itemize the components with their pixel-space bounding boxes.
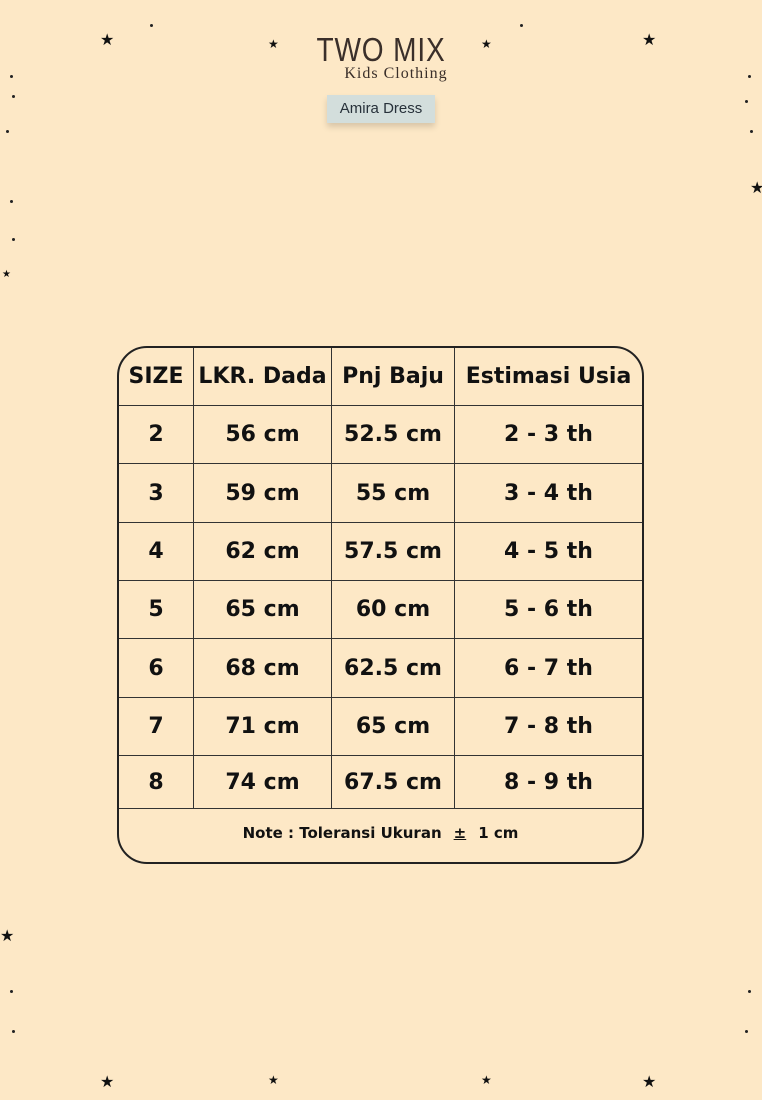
dot [12, 95, 15, 98]
star-icon: ★ [750, 178, 762, 197]
cell-chest: 59 cm [194, 464, 332, 522]
dot [12, 238, 15, 241]
table-row: 3 59 cm 55 cm 3 - 4 th [119, 464, 642, 523]
table-header-row: SIZE LKR. Dada Pnj Baju Estimasi Usia [119, 348, 642, 406]
cell-length: 55 cm [332, 464, 455, 522]
header-chest: LKR. Dada [194, 348, 332, 405]
cell-size: 8 [119, 756, 194, 808]
star-icon: ★ [642, 1072, 657, 1091]
table-row: 7 71 cm 65 cm 7 - 8 th [119, 698, 642, 756]
star-icon: ★ [481, 1073, 492, 1087]
star-icon: ★ [100, 1072, 115, 1091]
table-row: 4 62 cm 57.5 cm 4 - 5 th [119, 523, 642, 581]
cell-age: 8 - 9 th [504, 769, 593, 795]
cell-length: 67.5 cm [332, 756, 455, 808]
star-icon: ★ [642, 30, 657, 49]
cell-age: 3 - 4 th [504, 480, 593, 506]
cell-size: 5 [119, 581, 194, 638]
brand-logo: TWO MIX Kids Clothing [0, 32, 762, 83]
cell-length: 62.5 cm [332, 639, 455, 697]
note-prefix: Note : Toleransi Ukuran [242, 824, 442, 842]
cell-length: 65 cm [332, 698, 455, 755]
cell-chest: 71 cm [194, 698, 332, 755]
cell-size: 4 [119, 523, 194, 580]
dot [10, 75, 13, 78]
star-icon: ★ [268, 37, 279, 51]
dot [745, 100, 748, 103]
plus-minus-symbol: ± [453, 824, 467, 842]
dot [12, 1030, 15, 1033]
cell-age: 7 - 8 th [504, 714, 593, 739]
cell-age: 6 - 7 th [504, 655, 593, 681]
cell-length: 60 cm [332, 581, 455, 638]
brand-name: TWO MIX [316, 31, 446, 68]
cell-chest: 68 cm [194, 639, 332, 697]
dot [150, 24, 153, 27]
cell-chest: 74 cm [194, 756, 332, 808]
star-icon: ★ [0, 926, 15, 945]
dot [6, 130, 9, 133]
cell-length: 57.5 cm [332, 523, 455, 580]
star-icon: ★ [2, 269, 11, 280]
dot [520, 24, 523, 27]
cell-chest: 62 cm [194, 523, 332, 580]
dot [10, 990, 13, 993]
cell-length: 52.5 cm [332, 406, 455, 463]
cell-size: 2 [119, 406, 194, 463]
dot [748, 990, 751, 993]
dot [750, 130, 753, 133]
header-size: SIZE [119, 348, 194, 405]
product-name-tag: Amira Dress [327, 95, 435, 123]
cell-size: 7 [119, 698, 194, 755]
table-row: 2 56 cm 52.5 cm 2 - 3 th [119, 406, 642, 464]
star-icon: ★ [268, 1073, 279, 1087]
cell-chest: 65 cm [194, 581, 332, 638]
tolerance-note: Note : Toleransi Ukuran ± 1 cm [119, 804, 642, 862]
header-age: Estimasi Usia [465, 364, 632, 389]
table-row: 5 65 cm 60 cm 5 - 6 th [119, 581, 642, 639]
note-value: 1 cm [478, 824, 519, 842]
cell-age: 2 - 3 th [504, 422, 593, 447]
star-icon: ★ [481, 37, 492, 51]
cell-age: 4 - 5 th [504, 539, 593, 564]
cell-size: 3 [119, 464, 194, 522]
table-row: 6 68 cm 62.5 cm 6 - 7 th [119, 639, 642, 698]
star-icon: ★ [100, 30, 115, 49]
brand-subtitle: Kids Clothing [344, 65, 448, 82]
cell-age: 5 - 6 th [504, 597, 593, 622]
dot [10, 200, 13, 203]
dot [745, 1030, 748, 1033]
header-length: Pnj Baju [332, 348, 455, 405]
cell-size: 6 [119, 639, 194, 697]
table-row: 8 74 cm 67.5 cm 8 - 9 th [119, 756, 642, 809]
dot [748, 75, 751, 78]
cell-chest: 56 cm [194, 406, 332, 463]
